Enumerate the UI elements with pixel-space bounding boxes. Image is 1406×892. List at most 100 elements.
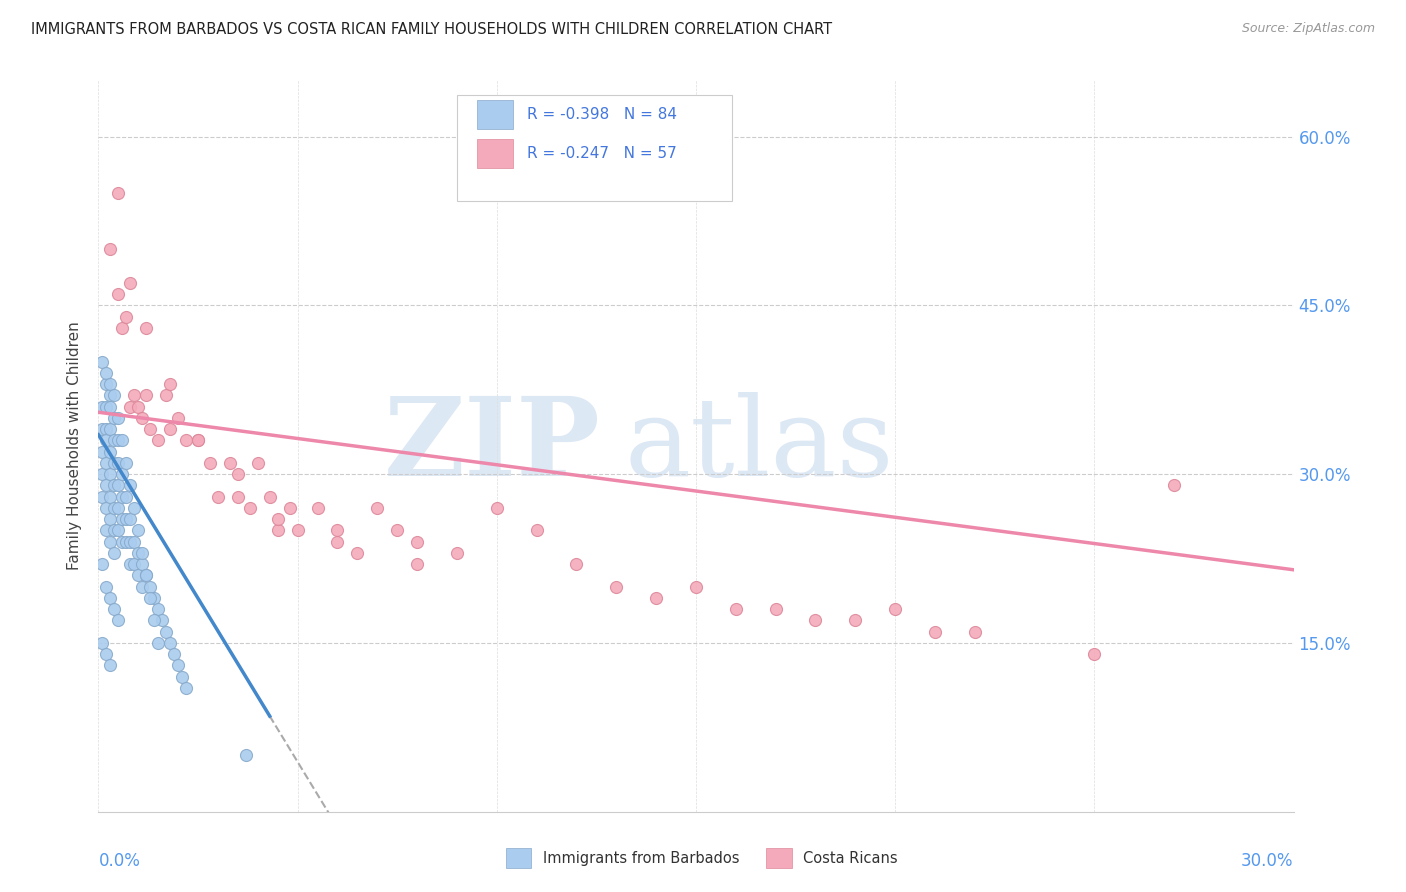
Point <box>884 602 907 616</box>
Text: 0.0%: 0.0% <box>98 852 141 870</box>
Point <box>91 636 114 650</box>
Point <box>267 524 290 538</box>
Point <box>124 534 146 549</box>
Point <box>115 310 138 324</box>
Point <box>124 388 146 402</box>
Point <box>765 602 787 616</box>
Point <box>159 377 181 392</box>
Text: Source: ZipAtlas.com: Source: ZipAtlas.com <box>1241 22 1375 36</box>
Point <box>143 591 166 605</box>
Point <box>107 287 129 301</box>
Point <box>120 478 142 492</box>
Point <box>605 580 627 594</box>
Point <box>267 512 290 526</box>
Point <box>159 422 181 436</box>
Point <box>127 400 149 414</box>
Point <box>148 434 170 448</box>
Point <box>91 557 114 571</box>
Point <box>103 524 125 538</box>
Point <box>150 614 173 628</box>
Point <box>278 500 301 515</box>
Point <box>172 670 194 684</box>
Bar <box>477 100 513 129</box>
Point <box>91 444 114 458</box>
Point <box>526 524 548 538</box>
Point <box>406 534 429 549</box>
Point <box>127 546 149 560</box>
Point <box>167 410 190 425</box>
Point <box>111 534 134 549</box>
Point <box>127 568 149 582</box>
Point <box>963 624 986 639</box>
Point <box>111 490 134 504</box>
Point <box>115 534 138 549</box>
Point <box>207 490 229 504</box>
Point <box>167 658 190 673</box>
Point <box>565 557 588 571</box>
Point <box>148 636 170 650</box>
Point <box>107 434 129 448</box>
Point <box>346 546 368 560</box>
Point <box>135 568 157 582</box>
Point <box>159 636 181 650</box>
Point <box>96 377 118 392</box>
Point <box>91 422 114 436</box>
Point <box>96 500 118 515</box>
Point <box>98 388 122 402</box>
Point <box>96 400 118 414</box>
Point <box>103 456 125 470</box>
Point <box>924 624 946 639</box>
Point <box>174 681 197 695</box>
Point <box>98 377 122 392</box>
Point <box>96 456 118 470</box>
Point <box>120 276 142 290</box>
Point <box>107 524 129 538</box>
Point <box>96 647 118 661</box>
Point <box>246 456 269 470</box>
Point <box>148 602 170 616</box>
Point <box>139 422 162 436</box>
Point <box>135 321 157 335</box>
Point <box>446 546 468 560</box>
Point <box>131 580 153 594</box>
Point <box>326 524 349 538</box>
Point <box>91 490 114 504</box>
Point <box>135 568 157 582</box>
Point <box>111 434 134 448</box>
Point <box>155 388 177 402</box>
Point <box>120 400 142 414</box>
Point <box>98 512 122 526</box>
Point <box>111 467 134 482</box>
Point <box>124 500 146 515</box>
Point <box>187 434 209 448</box>
Point <box>98 490 122 504</box>
Point <box>844 614 866 628</box>
Point <box>103 602 125 616</box>
Text: 30.0%: 30.0% <box>1241 852 1294 870</box>
Point <box>103 500 125 515</box>
Point <box>485 500 508 515</box>
Point <box>139 580 162 594</box>
Text: ZIP: ZIP <box>384 392 600 500</box>
Point <box>174 434 197 448</box>
Text: atlas: atlas <box>624 392 894 500</box>
Point <box>107 500 129 515</box>
Point <box>96 434 118 448</box>
Point <box>366 500 388 515</box>
Point <box>107 456 129 470</box>
Point <box>98 444 122 458</box>
Point <box>96 366 118 380</box>
Point <box>96 478 118 492</box>
Point <box>103 478 125 492</box>
Point <box>287 524 309 538</box>
Point <box>326 534 349 549</box>
Point <box>645 591 668 605</box>
Point <box>131 410 153 425</box>
Point <box>120 512 142 526</box>
Point <box>804 614 827 628</box>
Point <box>139 591 162 605</box>
Point <box>1163 478 1185 492</box>
Point <box>98 658 122 673</box>
Point <box>135 388 157 402</box>
Point <box>103 388 125 402</box>
